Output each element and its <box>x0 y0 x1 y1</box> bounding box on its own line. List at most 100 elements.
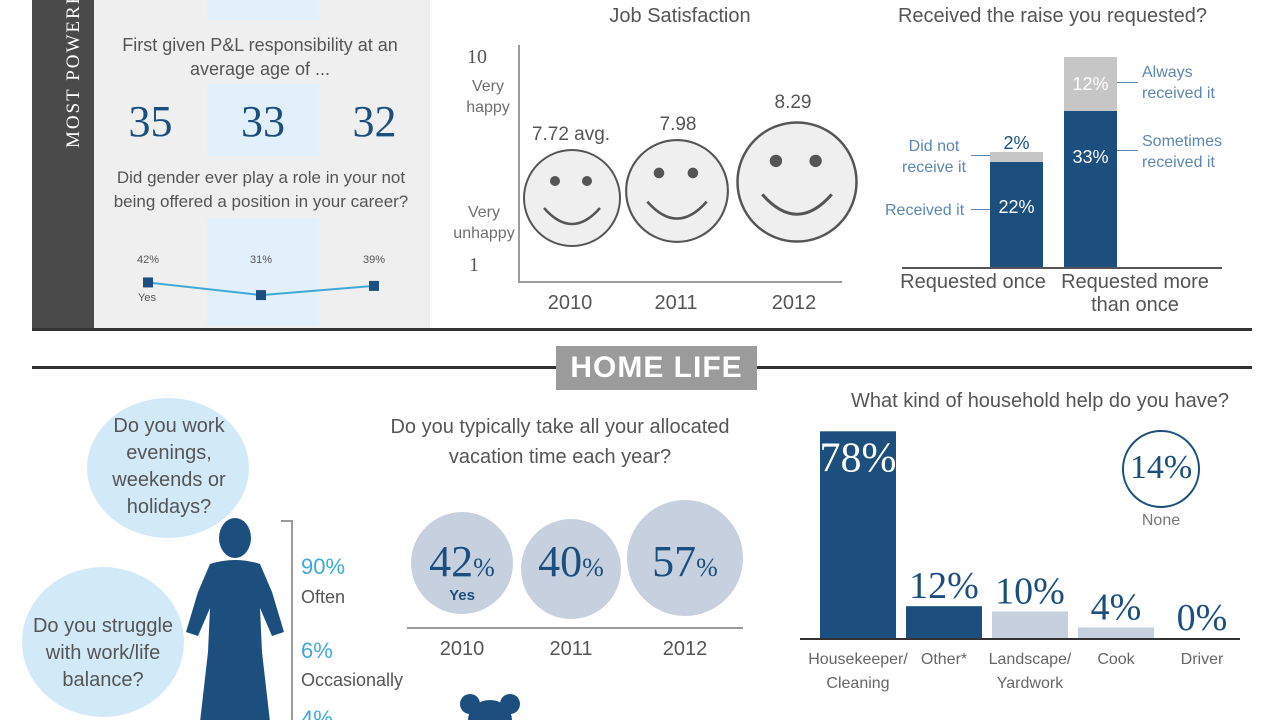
chart-value-label: 4% <box>1091 586 1142 628</box>
raise-label-sometimes: Sometimes received it <box>1142 133 1223 171</box>
raise-navy-bar <box>1064 111 1117 267</box>
raise-value: 22% <box>998 197 1035 217</box>
job-bottom-label: Very unhappy <box>453 204 515 242</box>
raise-connector <box>971 155 990 156</box>
raise-label-did-not: Did not receive it <box>901 138 967 176</box>
child-silhouette-icon <box>460 694 520 720</box>
job-axis-base <box>518 281 842 283</box>
raise-category: Requested once <box>900 271 1046 293</box>
vacation-note: Yes <box>449 587 475 604</box>
raise-category: Requested more than once <box>1061 271 1209 316</box>
freq-pct: 4% <box>301 706 333 720</box>
vacation-year: 2012 <box>662 638 708 660</box>
pl-value: 35 <box>128 97 173 146</box>
chart-category-label: Yardwork <box>997 675 1064 692</box>
gender-point-label: 42% <box>137 254 159 266</box>
vacation-value: 57% <box>652 537 718 586</box>
struggle-bubble <box>22 567 184 717</box>
chart-bar <box>820 431 896 638</box>
freq-pct: 6% <box>301 638 333 663</box>
gender-point-label: 39% <box>363 254 385 266</box>
job-year: 2010 <box>547 292 593 314</box>
section-divider <box>32 328 1252 331</box>
freq-label: Often <box>301 587 346 607</box>
job-year: 2012 <box>771 292 817 314</box>
gender-point <box>256 290 266 301</box>
raise-navy-bar <box>990 162 1043 267</box>
vacation-year: 2011 <box>549 638 593 660</box>
chart-category-label: Help <box>842 699 875 700</box>
none-label: None <box>1141 512 1181 529</box>
raise-connector <box>1117 150 1138 151</box>
chart-bar <box>992 611 1068 638</box>
vacation-title: Do you typically take all your allocated… <box>390 416 730 468</box>
gender-point-label: 31% <box>250 254 272 266</box>
raise-baseline <box>902 267 1222 269</box>
raise-title: Received the raise you requested? <box>897 5 1208 27</box>
raise-gray-bar <box>1064 57 1117 111</box>
raise-value: 33% <box>1072 147 1109 167</box>
vacation-baseline <box>407 627 743 629</box>
smiley-face-icon <box>625 139 729 243</box>
chart-axis <box>800 638 1240 640</box>
chart-value-label: 10% <box>995 571 1065 613</box>
pl-value: 33 <box>241 97 285 146</box>
raise-value: 12% <box>1072 74 1109 94</box>
freq-bracket <box>291 520 293 720</box>
raise-connector <box>1117 82 1138 83</box>
raise-value: 2% <box>1003 133 1030 153</box>
job-top-label: Very happy <box>466 78 510 116</box>
woman-silhouette-icon <box>186 518 284 720</box>
struggle-question: Do you struggle with work/life balance? <box>32 615 174 691</box>
raise-gray-bar <box>990 152 1043 162</box>
evenings-bubble <box>87 398 249 538</box>
freq-label: Occasionally <box>301 670 404 690</box>
chart-value-label: 0% <box>1177 597 1228 639</box>
vacation-value: 40% <box>538 537 604 586</box>
gender-point <box>143 277 153 288</box>
job-value: 8.29 <box>774 92 812 113</box>
pl-values-row: 35 33 32 <box>94 84 430 156</box>
raise-label-received: Received it <box>885 202 965 219</box>
job-axis <box>518 45 520 283</box>
chart-category-label: Cook <box>1097 651 1135 668</box>
vacation-circle <box>521 519 621 619</box>
gender-note: Yes <box>138 292 156 304</box>
chart-category-label: Other* <box>921 651 967 668</box>
smiley-face-icon <box>523 149 621 247</box>
pl-question: First given P&L responsibility at an ave… <box>122 35 398 79</box>
chart-category-label: Driver <box>1181 651 1224 668</box>
vacation-value: 42% <box>429 537 495 586</box>
raise-connector <box>971 209 990 210</box>
freq-bracket-top <box>281 520 292 522</box>
chart-category-label: Landscape/ <box>989 651 1072 668</box>
evenings-question: Do you work evenings, weekends or holida… <box>112 415 226 518</box>
chart-bar <box>906 606 982 638</box>
pl-value: 32 <box>352 97 397 146</box>
power-side-bar <box>32 0 94 330</box>
raise-label-always: Always received it <box>1142 64 1215 102</box>
household-help-chart: 78% Housekeeper/Cleaning Help 12% Other* 10% L… <box>800 431 1240 700</box>
job-title: Job Satisfaction <box>609 5 751 27</box>
smiley-face-icon <box>736 121 858 243</box>
power-highlight-column <box>207 0 319 20</box>
job-scale-bottom: 1 <box>469 254 479 276</box>
job-year: 2011 <box>654 292 698 314</box>
job-value: 7.98 <box>659 114 697 135</box>
chart-category-label: Housekeeper/ <box>808 651 908 668</box>
vacation-circle <box>411 512 513 614</box>
gender-point <box>369 280 379 291</box>
gender-question: Did gender ever play a role in your not … <box>113 168 409 211</box>
vacation-year: 2010 <box>439 638 485 660</box>
none-circle <box>1122 430 1200 508</box>
chart-category-label: Cleaning <box>826 675 889 692</box>
freq-pct: 90% <box>301 554 346 579</box>
chart-value-label: 12% <box>909 565 979 607</box>
home-life-heading: HOME LIFE <box>556 346 757 390</box>
power-side-label: MOST POWERFUL <box>63 0 84 148</box>
gender-line-chart: 42% 31% 39% <box>137 254 385 301</box>
power-highlight-column <box>207 218 319 326</box>
job-value: 7.72 avg. <box>531 124 611 145</box>
vacation-circle <box>627 500 743 616</box>
chart-bar <box>1078 627 1154 638</box>
